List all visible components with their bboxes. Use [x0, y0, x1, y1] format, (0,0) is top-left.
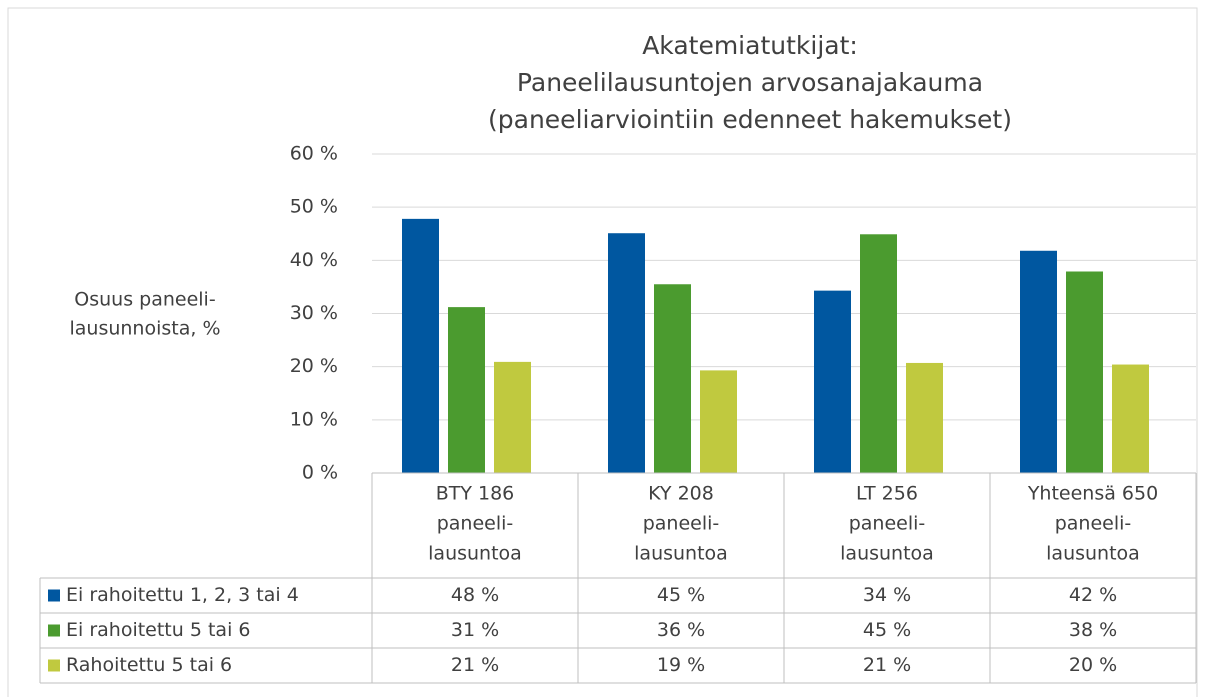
chart-title: Akatemiatutkijat: [642, 31, 858, 60]
bar [494, 361, 531, 473]
y-tick-label: 60 % [290, 143, 338, 165]
bar [608, 233, 645, 473]
bar [654, 284, 691, 473]
data-label: 48 % [451, 584, 499, 606]
legend-swatch [48, 589, 60, 602]
y-tick-label: 10 % [290, 408, 338, 430]
chart-title: Paneelilausuntojen arvosanajakauma [517, 68, 983, 97]
y-tick-label: 20 % [290, 355, 338, 377]
bar [1112, 364, 1149, 473]
x-tick-label: lausuntoa [1046, 543, 1140, 565]
y-axis-label: Osuus paneeli- [74, 289, 215, 311]
x-tick-label: BTY 186 [436, 483, 515, 505]
x-tick-label: paneeli- [1055, 513, 1132, 535]
bar [448, 307, 485, 473]
data-label: 31 % [451, 619, 499, 641]
bar [1066, 271, 1103, 473]
legend-swatch [48, 659, 60, 672]
bar [860, 234, 897, 473]
bar [906, 362, 943, 473]
x-tick-label: paneeli- [437, 513, 514, 535]
x-tick-label: paneeli- [849, 513, 926, 535]
legend-swatch [48, 624, 60, 637]
y-tick-label: 40 % [290, 249, 338, 271]
data-label: 21 % [863, 654, 911, 676]
data-label: 20 % [1069, 654, 1117, 676]
data-label: 45 % [863, 619, 911, 641]
bar [814, 290, 851, 473]
data-label: 42 % [1069, 584, 1117, 606]
y-tick-label: 30 % [290, 302, 338, 324]
x-tick-label: lausuntoa [840, 543, 934, 565]
data-label: 36 % [657, 619, 705, 641]
x-tick-label: lausuntoa [634, 543, 728, 565]
data-label: 19 % [657, 654, 705, 676]
bar [700, 370, 737, 473]
data-label: 34 % [863, 584, 911, 606]
y-tick-label: 0 % [302, 462, 338, 484]
x-tick-label: paneeli- [643, 513, 720, 535]
bar [402, 218, 439, 473]
x-tick-label: lausuntoa [428, 543, 522, 565]
chart-title: (paneeliarviointiin edenneet hakemukset) [488, 105, 1012, 134]
data-label: 45 % [657, 584, 705, 606]
legend-label: Ei rahoitettu 1, 2, 3 tai 4 [66, 584, 299, 606]
x-tick-label: LT 256 [856, 483, 918, 505]
y-tick-label: 50 % [290, 196, 338, 218]
legend-label: Ei rahoitettu 5 tai 6 [66, 619, 250, 641]
bar [1020, 250, 1057, 473]
chart-frame [7, 7, 1198, 697]
legend-label: Rahoitettu 5 tai 6 [66, 654, 232, 676]
data-label: 21 % [451, 654, 499, 676]
x-tick-label: KY 208 [648, 483, 714, 505]
y-axis-label: lausunnoista, % [69, 318, 220, 340]
data-label: 38 % [1069, 619, 1117, 641]
x-tick-label: Yhteensä 650 [1027, 483, 1158, 505]
